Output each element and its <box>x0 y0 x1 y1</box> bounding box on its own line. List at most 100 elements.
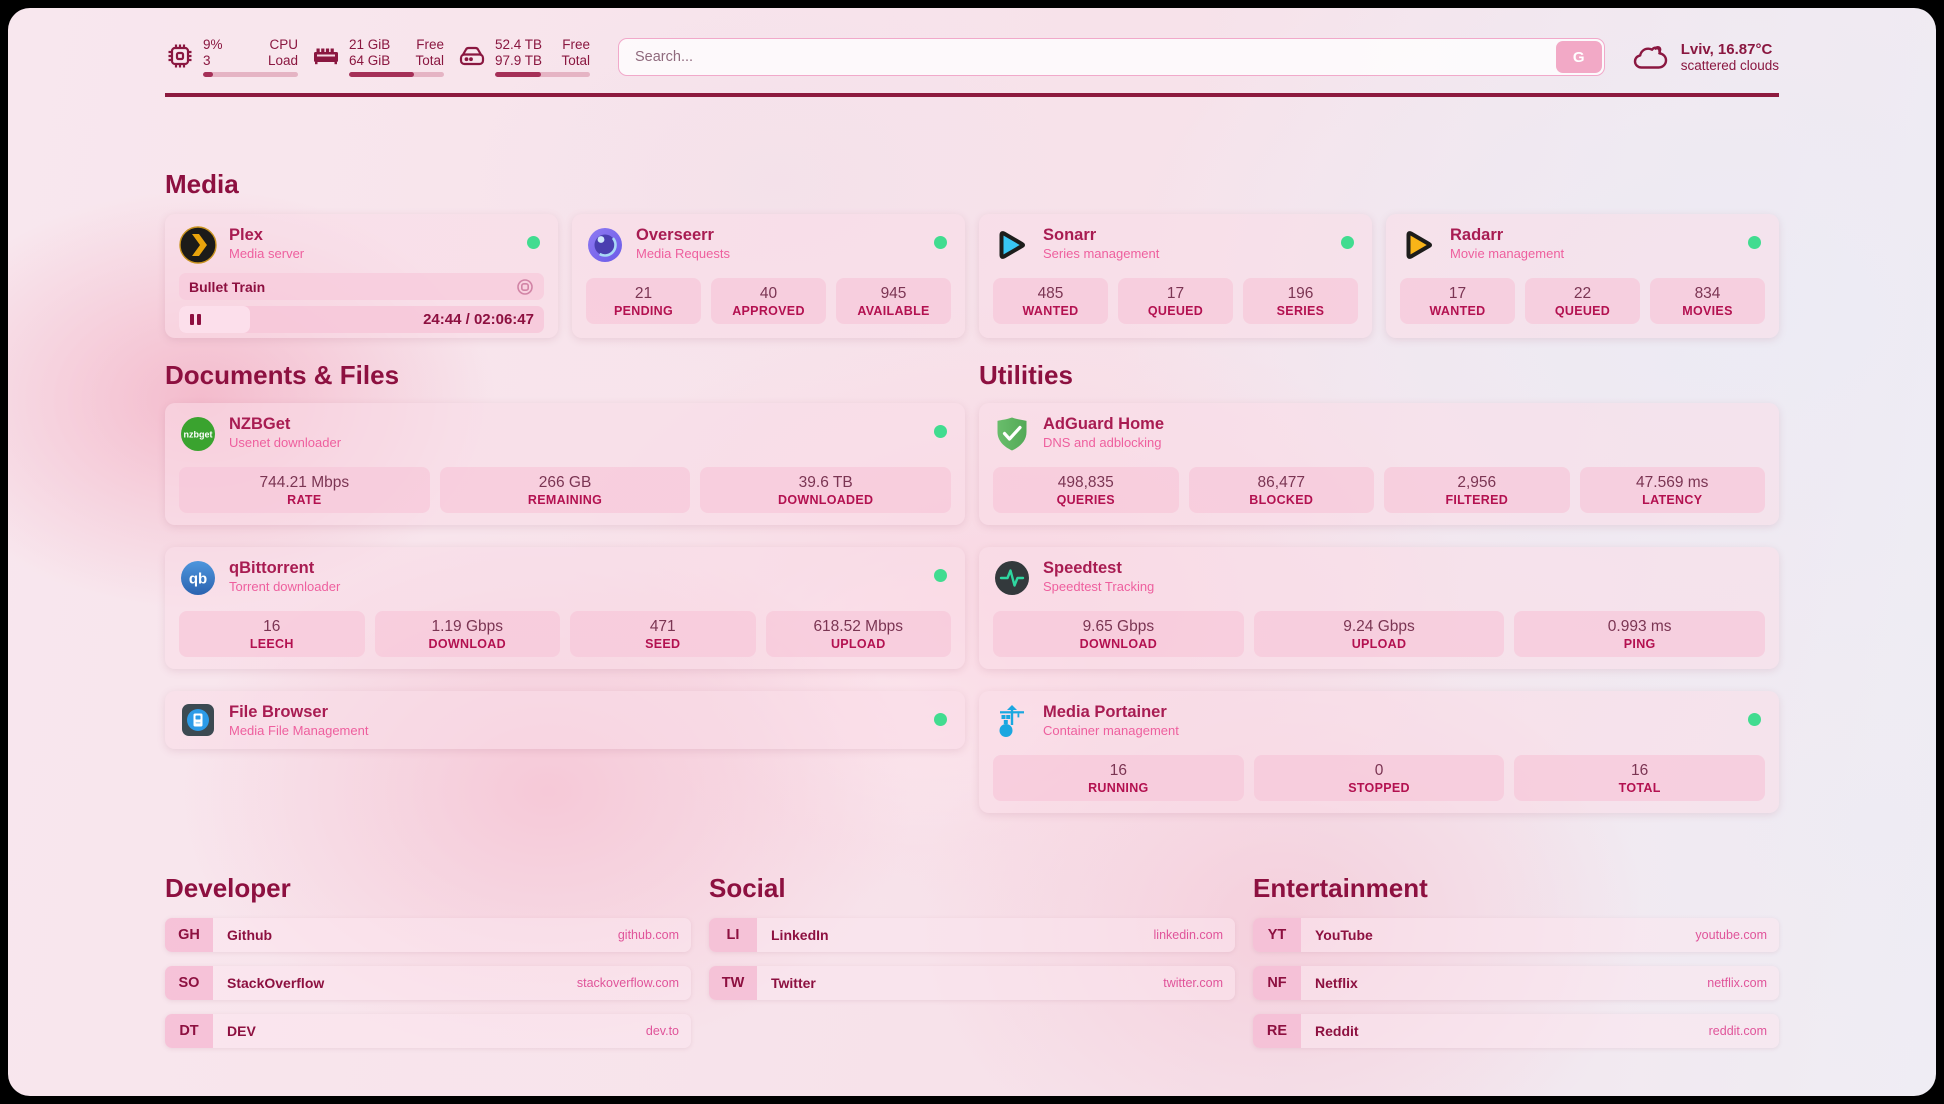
bookmark-github[interactable]: GH Github github.com <box>165 918 691 952</box>
plex-playback-time: 24:44 / 02:06:47 <box>423 311 534 328</box>
section-title-utilities: Utilities <box>979 360 1073 390</box>
bookmark-abbr: LI <box>709 918 757 952</box>
search-input[interactable] <box>618 38 1605 76</box>
bookmark-url: github.com <box>617 928 679 942</box>
stat-upload: 9.24 Gbps UPLOAD <box>1253 611 1505 657</box>
stat-movies: 834 MOVIES <box>1650 278 1765 324</box>
service-card-nzbget[interactable]: nzbget NZBGet Usenet downloader 744.21 M… <box>165 403 965 525</box>
top-bar: 9% CPU 3 Load <box>165 28 1779 86</box>
svg-text:qb: qb <box>189 571 207 588</box>
bookmark-netflix[interactable]: NF Netflix netflix.com <box>1253 966 1779 1000</box>
stat-download: 1.19 Gbps DOWNLOAD <box>374 611 560 657</box>
header-divider <box>165 93 1779 97</box>
service-card-adguard[interactable]: AdGuard Home DNS and adblocking 498,835 … <box>979 403 1779 525</box>
bookmark-url: reddit.com <box>1708 1024 1767 1038</box>
weather-condition: scattered clouds <box>1680 58 1779 73</box>
service-card-radarr[interactable]: Radarr Movie management 17 WANTED 22 QUE… <box>1386 214 1779 338</box>
stat-available: 945 AVAILABLE <box>836 278 951 324</box>
service-description: Torrent downloader <box>229 579 341 594</box>
stat-blocked: 86,477 BLOCKED <box>1188 467 1374 513</box>
service-name: qBittorrent <box>229 559 315 577</box>
cpu-load-label: Load <box>267 53 298 68</box>
service-name: NZBGet <box>229 415 291 433</box>
service-card-speedtest[interactable]: Speedtest Speedtest Tracking 9.65 Gbps D… <box>979 547 1779 669</box>
bookmark-stackoverflow[interactable]: SO StackOverflow stackoverflow.com <box>165 966 691 1000</box>
cpu-widget: 9% CPU 3 Load <box>165 37 298 77</box>
stat-download: 9.65 Gbps DOWNLOAD <box>993 611 1244 657</box>
pause-icon[interactable] <box>189 313 203 326</box>
stat-wanted: 485 WANTED <box>993 278 1108 324</box>
plex-player-bar[interactable]: 24:44 / 02:06:47 <box>179 306 544 333</box>
bookmark-youtube[interactable]: YT YouTube youtube.com <box>1253 918 1779 952</box>
stat-wanted: 17 WANTED <box>1400 278 1515 324</box>
service-card-sonarr[interactable]: Sonarr Series management 485 WANTED 17 Q… <box>979 214 1372 338</box>
bookmark-url: dev.to <box>645 1024 679 1038</box>
bookmark-abbr: SO <box>165 966 213 1000</box>
status-dot <box>934 569 947 582</box>
section-title-media: Media <box>165 169 239 199</box>
bookmark-group-developer: Developer GH Github github.com SO StackO… <box>165 873 691 1062</box>
disk-total-value: 97.9 TB <box>495 53 543 68</box>
service-card-overseerr[interactable]: Overseerr Media Requests 21 PENDING 40 A… <box>572 214 965 338</box>
bookmark-twitter[interactable]: TW Twitter twitter.com <box>709 966 1235 1000</box>
filebrowser-icon <box>182 704 214 736</box>
cpu-progress-bar <box>203 72 298 77</box>
bookmark-label: StackOverflow <box>227 975 325 991</box>
memory-progress-fill <box>349 72 414 77</box>
bookmark-label: Twitter <box>771 975 816 991</box>
memory-total-label: Total <box>415 53 444 68</box>
bookmark-abbr: GH <box>165 918 213 952</box>
plex-now-playing: Bullet Train <box>179 273 544 300</box>
section-title-entertainment: Entertainment <box>1253 873 1428 903</box>
section-title-documents: Documents & Files <box>165 360 400 390</box>
service-name: Radarr <box>1450 226 1504 244</box>
service-description: DNS and adblocking <box>1043 435 1162 450</box>
search-provider-button[interactable]: G <box>1555 41 1602 73</box>
stat-queries: 498,835 QUERIES <box>993 467 1179 513</box>
disk-icon <box>459 46 485 66</box>
bookmark-abbr: NF <box>1253 966 1301 1000</box>
bookmark-label: Github <box>227 927 273 943</box>
service-name: Overseerr <box>636 226 714 244</box>
status-dot <box>934 713 947 726</box>
overseerr-icon <box>588 228 622 262</box>
cpu-label: CPU <box>269 37 298 52</box>
disk-progress-bar <box>495 72 590 77</box>
stat-pending: 21 PENDING <box>586 278 701 324</box>
service-description: Media server <box>229 246 305 261</box>
bookmark-url: stackoverflow.com <box>576 976 679 990</box>
bookmark-linkedin[interactable]: LI LinkedIn linkedin.com <box>709 918 1235 952</box>
resource-widgets: 9% CPU 3 Load <box>165 37 590 77</box>
service-card-qbittorrent[interactable]: qb qBittorrent Torrent downloader 16 LEE… <box>165 547 965 669</box>
bookmark-url: twitter.com <box>1163 976 1223 990</box>
bookmark-dev[interactable]: DT DEV dev.to <box>165 1014 691 1048</box>
bookmark-reddit[interactable]: RE Reddit reddit.com <box>1253 1014 1779 1048</box>
stat-latency: 47.569 ms LATENCY <box>1579 467 1765 513</box>
weather-widget[interactable]: Lviv, 16.87°C scattered clouds <box>1631 40 1779 74</box>
service-card-portainer[interactable]: Media Portainer Container management 16 … <box>979 691 1779 813</box>
cloud-icon <box>1633 46 1667 69</box>
status-dot <box>934 425 947 438</box>
bookmark-url: netflix.com <box>1707 976 1767 990</box>
service-description: Media File Management <box>229 722 369 738</box>
dashboard-page: 9% CPU 3 Load <box>8 8 1936 1096</box>
service-description: Usenet downloader <box>229 435 342 450</box>
cast-icon[interactable] <box>516 278 534 296</box>
stat-seed: 471 SEED <box>570 611 756 657</box>
stat-queued: 17 QUEUED <box>1118 278 1233 324</box>
service-card-filebrowser[interactable]: File Browser Media File Management <box>165 691 965 749</box>
status-dot <box>934 236 947 249</box>
cpu-icon <box>168 44 192 68</box>
sonarr-icon <box>999 231 1025 259</box>
service-card-plex[interactable]: Plex Media server Bullet Train 24:44 / 0… <box>165 214 558 338</box>
adguard-icon <box>997 417 1027 451</box>
memory-progress-bar <box>349 72 444 77</box>
memory-free-value: 21 GiB <box>349 37 391 52</box>
disk-total-label: Total <box>561 53 590 68</box>
stat-series: 196 SERIES <box>1243 278 1358 324</box>
service-description: Media Requests <box>636 246 730 261</box>
status-dot <box>1748 236 1761 249</box>
bookmark-url: youtube.com <box>1695 928 1767 942</box>
svg-text:nzbget: nzbget <box>184 430 213 440</box>
stat-stopped: 0 STOPPED <box>1253 755 1505 801</box>
